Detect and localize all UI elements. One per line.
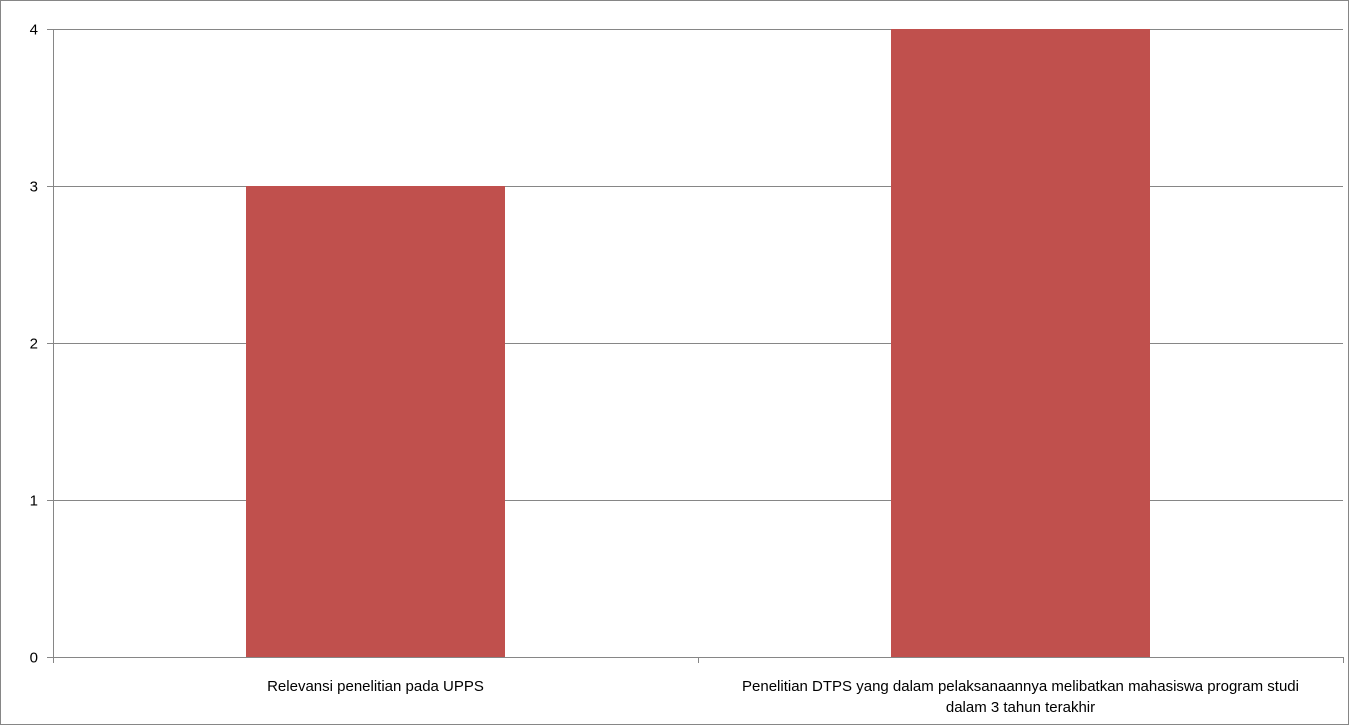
y-tick-label-1: 1 (30, 493, 38, 510)
axes (47, 29, 1344, 663)
y-tick-label-2: 2 (30, 336, 38, 353)
y-tick-label-0: 0 (30, 650, 38, 667)
y-tick-label-4: 4 (30, 22, 38, 39)
bar-1 (891, 29, 1150, 657)
bar-0 (246, 186, 505, 657)
x-tick-label-0-0: Relevansi penelitian pada UPPS (267, 678, 484, 695)
x-tick-label-1-0: Penelitian DTPS yang dalam pelaksanaanny… (742, 678, 1299, 695)
bars (246, 29, 1150, 657)
labels: 0 1 2 3 4 Relevansi penelitian pada UPPS Penel… (30, 22, 1299, 717)
x-tick-label-1-1: dalam 3 tahun terakhir (946, 699, 1095, 716)
y-tick-label-3: 3 (30, 179, 38, 196)
